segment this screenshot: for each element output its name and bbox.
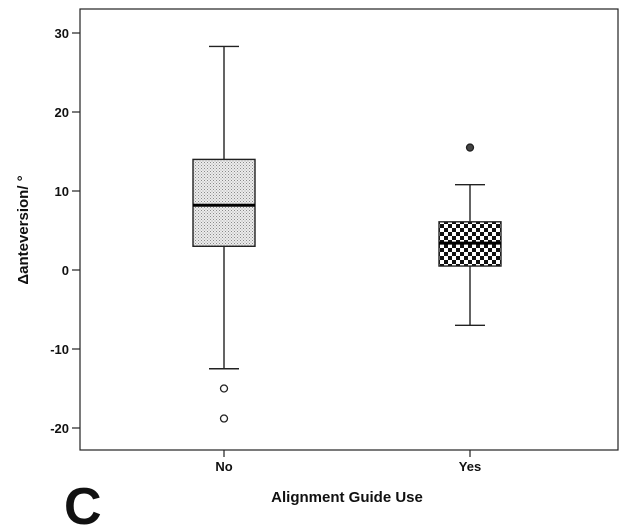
box-group-no bbox=[192, 45, 256, 423]
box-group-yes bbox=[438, 143, 502, 326]
y-tick-label: -20 bbox=[50, 421, 69, 436]
x-tick-label: No bbox=[215, 459, 232, 474]
y-tick-label: 0 bbox=[62, 263, 69, 278]
outlier-point bbox=[219, 414, 229, 423]
y-axis: 30 20 10 0 -10 -20 bbox=[50, 26, 80, 436]
outlier-point bbox=[465, 143, 475, 152]
boxes-layer bbox=[192, 45, 502, 423]
x-tick-label: Yes bbox=[459, 459, 481, 474]
y-tick-label: -10 bbox=[50, 342, 69, 357]
panel-label: C bbox=[64, 478, 102, 529]
y-tick-label: 10 bbox=[55, 184, 69, 199]
y-axis-title: Δanteversion/ ° bbox=[15, 175, 32, 284]
y-tick-label: 30 bbox=[55, 26, 69, 41]
y-tick-label: 20 bbox=[55, 105, 69, 120]
x-axis-title: Alignment Guide Use bbox=[271, 489, 423, 506]
iqr-box bbox=[192, 158, 256, 247]
outlier-point bbox=[219, 384, 229, 393]
x-axis: No Yes bbox=[215, 450, 481, 474]
plot-frame bbox=[79, 8, 619, 451]
